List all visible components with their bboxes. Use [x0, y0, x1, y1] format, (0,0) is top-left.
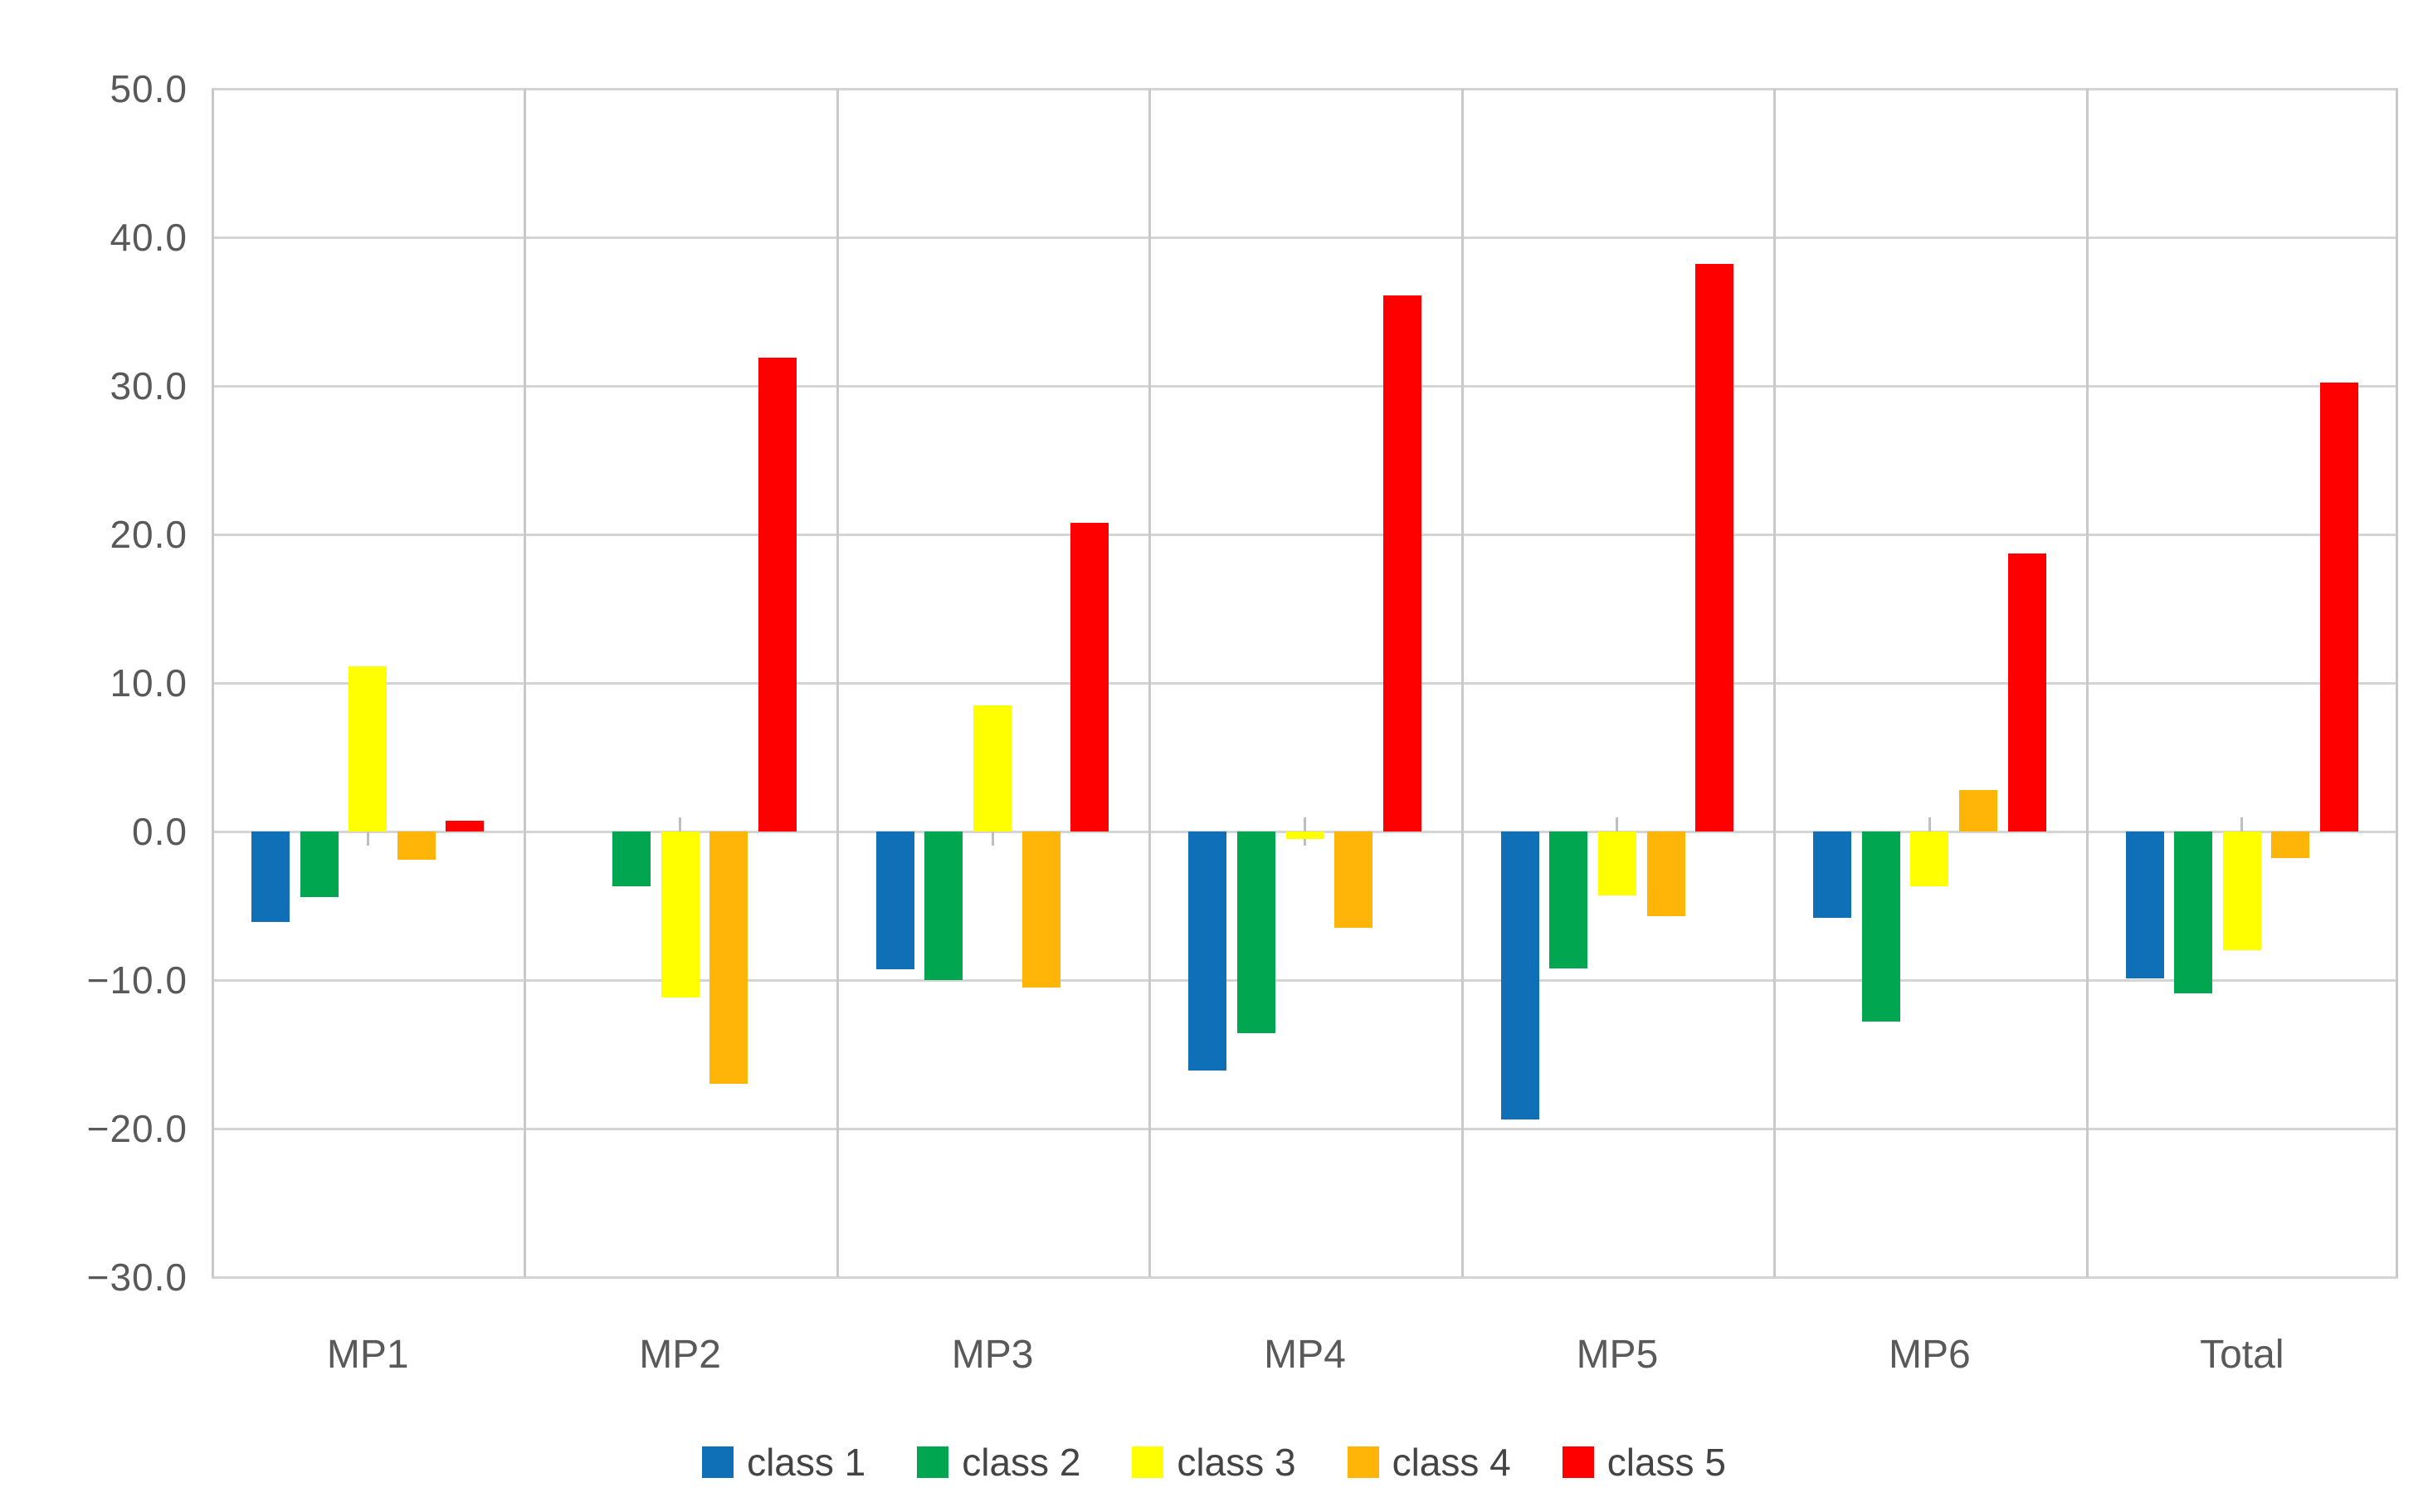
y-axis-label: 20.0	[110, 513, 188, 556]
gridline-vertical	[2396, 89, 2398, 1277]
gridline-horizontal	[212, 978, 2398, 982]
bar-class4-MP5	[1646, 832, 1685, 917]
legend-label: class 1	[747, 1441, 866, 1484]
gridline-vertical	[212, 89, 214, 1277]
legend-swatch-class1	[702, 1446, 734, 1478]
category-axis-tick	[366, 817, 369, 846]
bar-class3-MP1	[349, 666, 388, 832]
bar-class2-MP5	[1549, 832, 1588, 968]
bar-class5-MP3	[1070, 522, 1109, 832]
bar-class5-MP4	[1382, 295, 1421, 832]
bar-class2-MP1	[300, 832, 339, 897]
x-axis-label: MP4	[1264, 1333, 1346, 1377]
y-axis-label: −30.0	[86, 1256, 188, 1299]
bar-class2-Total	[2174, 832, 2213, 994]
bar-class1-MP3	[875, 832, 914, 970]
x-axis-label: MP3	[951, 1333, 1034, 1377]
bar-class4-Total	[2271, 832, 2310, 859]
plot-area	[212, 87, 2398, 1279]
legend-swatch-class4	[1347, 1446, 1379, 1478]
x-axis: MP1 MP2 MP3 MP4 MP5 MP6 Total	[212, 1326, 2398, 1384]
y-axis-label: 40.0	[110, 216, 188, 259]
gridline-vertical	[1148, 89, 1152, 1277]
bar-class5-MP6	[2007, 554, 2046, 832]
bar-class1-MP4	[1188, 832, 1227, 1071]
x-axis-label: MP2	[639, 1333, 721, 1377]
bar-class3-Total	[2222, 832, 2261, 951]
legend-swatch-class5	[1562, 1446, 1594, 1478]
bar-class4-MP3	[1021, 832, 1060, 988]
bar-class3-MP4	[1285, 832, 1324, 839]
y-axis: 50.0 40.0 30.0 20.0 10.0 0.0 −10.0 −20.0 −30.0	[0, 70, 188, 1296]
y-axis-label: −10.0	[86, 958, 188, 1002]
gridline-vertical	[2085, 89, 2089, 1277]
gridline-horizontal	[212, 533, 2398, 536]
bar-class4-MP2	[709, 832, 748, 1085]
legend-swatch-class3	[1132, 1446, 1164, 1478]
legend-item-class4: class 4	[1347, 1441, 1511, 1484]
gridline-vertical	[1460, 89, 1464, 1277]
category-axis-tick	[991, 817, 994, 846]
bar-class2-MP4	[1236, 832, 1275, 1034]
bar-class2-MP2	[612, 832, 651, 887]
bar-class3-MP5	[1597, 832, 1636, 895]
bar-class5-MP5	[1695, 264, 1734, 832]
bar-class2-MP6	[1861, 832, 1900, 1022]
bar-class4-MP4	[1334, 832, 1373, 929]
x-axis-label: MP6	[1888, 1333, 1971, 1377]
bar-class4-MP6	[1958, 789, 1997, 832]
legend-item-class1: class 1	[702, 1442, 865, 1482]
bar-class4-MP1	[397, 832, 436, 860]
gridline-horizontal	[212, 236, 2398, 239]
y-axis-label: 0.0	[132, 810, 188, 853]
y-axis-label: 30.0	[110, 364, 188, 407]
x-axis-label: MP1	[326, 1333, 409, 1377]
gridline-vertical	[524, 89, 527, 1277]
legend-item-class3: class 3	[1132, 1441, 1296, 1484]
legend-label: class 5	[1606, 1441, 1726, 1484]
bar-class3-MP6	[1910, 832, 1949, 887]
y-axis-label: −20.0	[86, 1107, 188, 1150]
gridline-horizontal	[212, 1127, 2398, 1130]
legend-item-class5: class 5	[1562, 1441, 1726, 1484]
bar-class5-MP2	[758, 357, 797, 832]
legend-label: class 2	[962, 1441, 1081, 1484]
bar-class5-Total	[2319, 383, 2358, 832]
y-axis-label: 10.0	[110, 661, 188, 705]
legend-swatch-class2	[917, 1446, 949, 1478]
bar-class2-MP3	[924, 832, 963, 980]
legend-item-class2: class 2	[917, 1442, 1080, 1482]
bar-class1-MP1	[251, 832, 290, 923]
legend-label: class 3	[1177, 1441, 1296, 1484]
x-axis-label: Total	[2200, 1333, 2284, 1377]
gridline-horizontal	[212, 1275, 2398, 1279]
bar-class5-MP1	[446, 821, 485, 832]
bar-class1-MP5	[1500, 832, 1539, 1120]
bar-class3-MP2	[661, 832, 700, 998]
y-axis-label: 50.0	[110, 67, 188, 110]
gridline-horizontal	[212, 681, 2398, 685]
legend: class 1 class 2 class 3 class 4 class 5	[0, 1429, 2428, 1495]
bar-class1-Total	[2125, 832, 2164, 979]
bar-class1-MP6	[1813, 832, 1852, 918]
gridline-vertical	[1773, 89, 1777, 1277]
gridline-horizontal	[212, 87, 2398, 90]
x-axis-label: MP5	[1576, 1333, 1659, 1377]
gridline-vertical	[836, 89, 839, 1277]
bar-class3-MP3	[973, 705, 1012, 832]
legend-label: class 4	[1392, 1441, 1511, 1484]
gridline-horizontal	[212, 384, 2398, 388]
